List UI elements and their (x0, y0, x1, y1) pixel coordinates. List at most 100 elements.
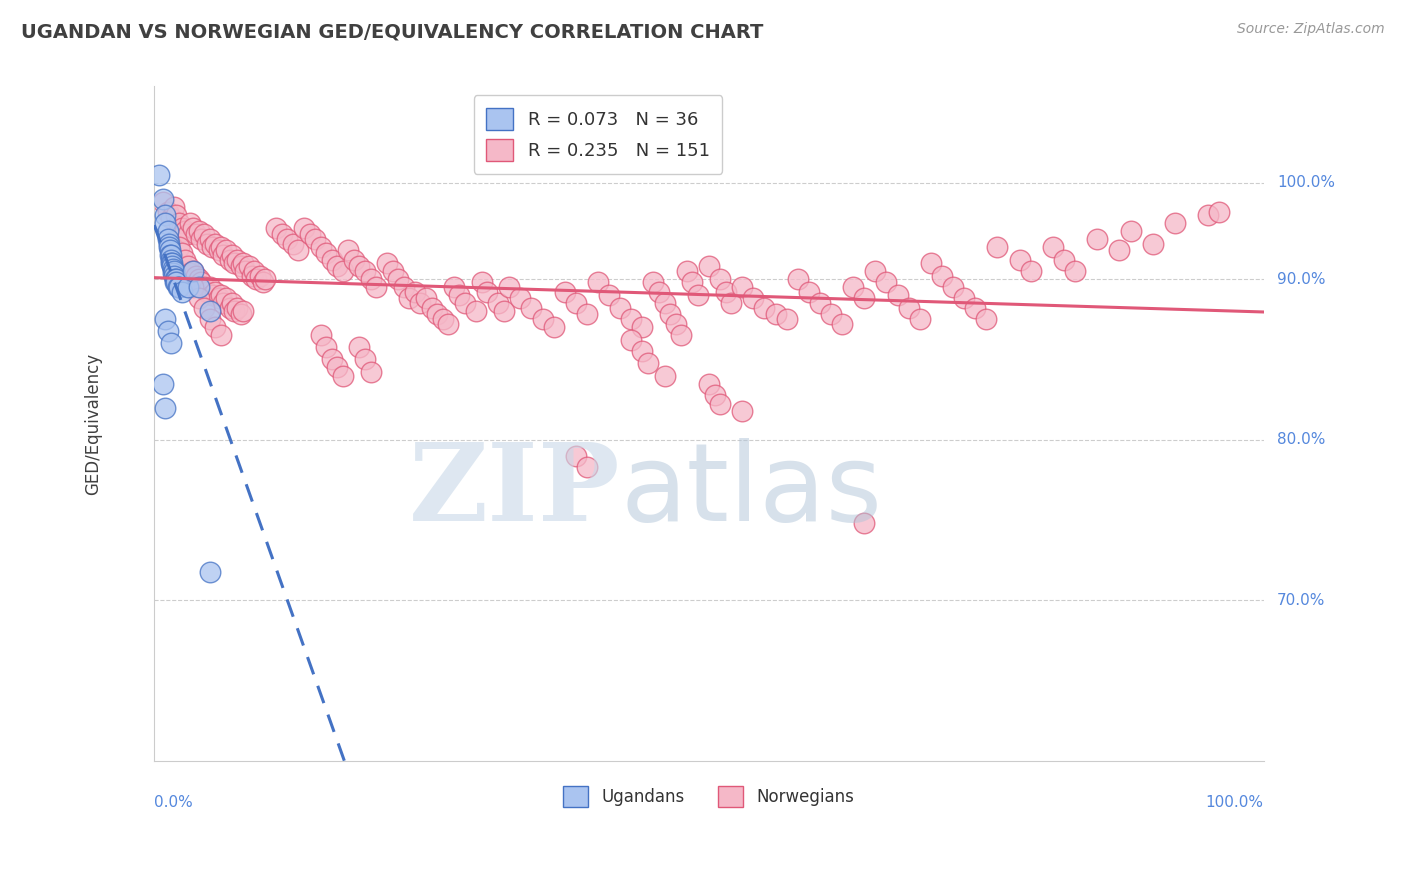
Point (953, 292, 976, 306)
Point (174, 224, 197, 238)
Text: 100.0%: 100.0% (1206, 795, 1264, 810)
Point (252, 276, 274, 290)
Point (226, 252, 249, 267)
Point (315, 246, 337, 260)
Point (575, 308, 598, 322)
Point (620, 333, 643, 347)
Point (198, 312, 221, 326)
Point (853, 292, 876, 306)
Point (565, 296, 588, 310)
Point (187, 292, 209, 306)
Point (586, 276, 609, 290)
Text: ZIP: ZIP (409, 438, 620, 544)
Point (309, 328, 332, 343)
Point (775, 312, 797, 326)
Point (224, 256, 246, 270)
Point (875, 276, 897, 290)
Point (243, 264, 266, 278)
Point (181, 280, 204, 294)
Point (498, 280, 520, 294)
Point (920, 256, 942, 270)
Point (165, 272, 187, 286)
Point (786, 272, 808, 286)
Point (432, 312, 454, 326)
Point (186, 268, 208, 283)
Point (853, 516, 876, 531)
Point (349, 340, 371, 354)
Point (156, 324, 179, 338)
Point (197, 236, 219, 251)
Point (197, 285, 219, 299)
Point (245, 272, 267, 286)
Point (931, 268, 953, 283)
Point (198, 232, 221, 246)
Point (232, 256, 254, 270)
Point (387, 272, 409, 286)
Point (174, 252, 197, 267)
Point (165, 272, 187, 286)
Point (209, 288, 232, 302)
Point (332, 264, 354, 278)
Point (165, 276, 187, 290)
Point (186, 227, 208, 242)
Point (681, 276, 703, 290)
Point (156, 232, 179, 246)
Point (187, 272, 209, 286)
Point (179, 216, 201, 230)
Point (720, 296, 742, 310)
Point (193, 227, 215, 242)
Point (531, 312, 554, 326)
Point (420, 301, 443, 315)
Point (543, 320, 565, 334)
Point (181, 264, 204, 278)
Point (170, 220, 193, 235)
Point (842, 280, 865, 294)
Point (637, 356, 659, 370)
Point (797, 285, 820, 299)
Point (212, 296, 235, 310)
Point (326, 260, 349, 274)
Point (156, 204, 179, 219)
Point (224, 304, 246, 318)
Point (1042, 240, 1064, 254)
Point (229, 260, 252, 274)
Point (264, 220, 287, 235)
Point (204, 236, 226, 251)
Point (1142, 236, 1164, 251)
Point (326, 360, 349, 375)
Point (897, 301, 920, 315)
Text: 80.0%: 80.0% (1277, 433, 1326, 447)
Point (509, 292, 531, 306)
Point (201, 240, 224, 254)
Point (212, 248, 235, 262)
Point (631, 320, 654, 334)
Point (654, 296, 676, 310)
Point (162, 262, 184, 277)
Point (942, 280, 965, 294)
Point (209, 240, 232, 254)
Point (609, 301, 631, 315)
Point (309, 240, 332, 254)
Point (1064, 264, 1087, 278)
Point (226, 301, 249, 315)
Point (520, 301, 543, 315)
Point (765, 308, 787, 322)
Point (659, 308, 682, 322)
Text: 0.0%: 0.0% (155, 795, 193, 810)
Point (598, 288, 620, 302)
Point (1085, 232, 1108, 246)
Point (654, 368, 676, 383)
Point (218, 301, 240, 315)
Point (155, 312, 177, 326)
Point (292, 220, 315, 235)
Text: Source: ZipAtlas.com: Source: ZipAtlas.com (1237, 22, 1385, 37)
Point (218, 252, 240, 267)
Point (731, 280, 754, 294)
Point (198, 565, 221, 579)
Point (249, 268, 271, 283)
Point (820, 308, 842, 322)
Point (163, 268, 186, 283)
Point (281, 236, 304, 251)
Point (209, 328, 232, 343)
Point (193, 280, 215, 294)
